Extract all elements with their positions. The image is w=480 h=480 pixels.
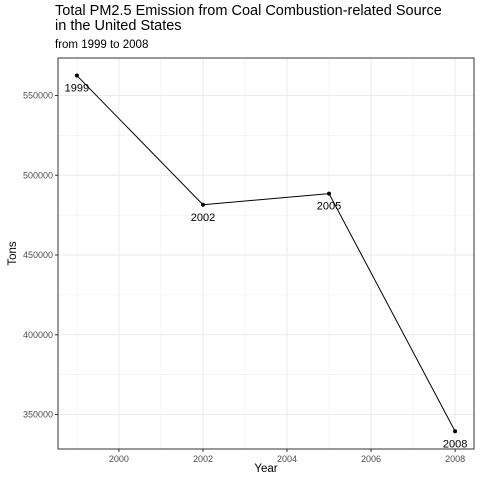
y-tick-label: 550000	[23, 90, 53, 100]
y-tick-label: 450000	[23, 250, 53, 260]
x-tick-label: 2006	[361, 454, 381, 464]
y-tick-label: 500000	[23, 170, 53, 180]
series-line	[76, 75, 456, 432]
y-axis-title: Tons	[7, 241, 19, 266]
x-axis-title: Year	[254, 463, 277, 475]
x-tick-label: 2002	[193, 454, 213, 464]
panel-border	[57, 57, 475, 450]
chart-title: Total PM2.5 Emission from Coal Combustio…	[55, 3, 442, 34]
data-point	[453, 429, 458, 434]
data-label: 2008	[443, 438, 467, 450]
data-point	[327, 191, 332, 196]
data-point	[74, 73, 79, 78]
x-tick-label: 2004	[277, 454, 297, 464]
data-point	[200, 202, 205, 207]
x-tick-label: 2008	[445, 454, 465, 464]
data-label: 2005	[317, 201, 341, 213]
data-label: 2002	[191, 212, 215, 224]
y-tick-label: 350000	[23, 410, 53, 420]
y-tick-label: 400000	[23, 330, 53, 340]
chart-subtitle: from 1999 to 2008	[55, 39, 149, 51]
x-tick-label: 2000	[109, 454, 129, 464]
data-label: 1999	[65, 83, 89, 95]
